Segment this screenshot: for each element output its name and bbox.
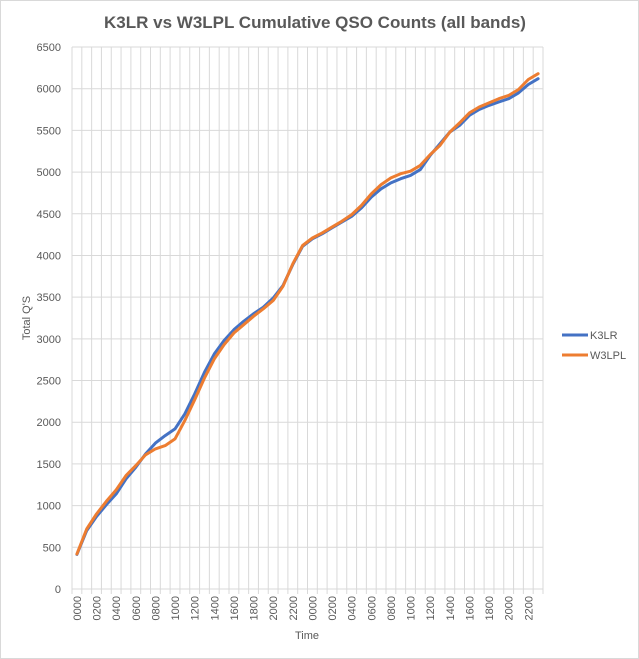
series-lines — [75, 72, 540, 556]
y-tick-label: 5000 — [37, 167, 61, 179]
x-tick-label: 1000 — [170, 596, 182, 620]
y-axis-title: Total Q'S — [21, 296, 33, 340]
x-tick-label: 0000 — [72, 596, 84, 620]
y-tick-label: 2500 — [37, 376, 61, 388]
y-tick-label: 6000 — [37, 84, 61, 96]
y-tick-label: 1500 — [37, 459, 61, 471]
y-tick-label: 3000 — [37, 334, 61, 346]
x-axis-title: Time — [295, 630, 319, 642]
x-tick-label: 1000 — [406, 596, 418, 620]
y-tick-label: 1000 — [37, 501, 61, 513]
x-tick-label: 1200 — [190, 596, 202, 620]
y-tick-label: 0 — [55, 584, 61, 596]
y-tick-label: 4000 — [37, 250, 61, 262]
x-tick-label: 0400 — [111, 596, 123, 620]
x-tick-label: 1800 — [484, 596, 496, 620]
y-tick-labels: 0 500 1000 1500 2000 2500 3000 3500 4000 4500 5000… — [37, 42, 61, 596]
x-tick-label: 1800 — [249, 596, 261, 620]
x-tick-label: 1600 — [229, 596, 241, 620]
x-tick-label: 2000 — [268, 596, 280, 620]
x-tick-label: 2000 — [504, 596, 516, 620]
x-tick-label: 0400 — [347, 596, 359, 620]
x-tick-label: 1200 — [425, 596, 437, 620]
x-tick-label: 1600 — [464, 596, 476, 620]
x-tick-label: 0200 — [327, 596, 339, 620]
grid — [71, 46, 544, 594]
x-tick-label: 0000 — [307, 596, 319, 620]
x-tick-label: 0600 — [366, 596, 378, 620]
chart-title: K3LR vs W3LPL Cumulative QSO Counts (all… — [104, 13, 526, 32]
legend: K3LR W3LPL — [562, 330, 626, 362]
x-tick-label: 1400 — [209, 596, 221, 620]
y-tick-label: 5500 — [37, 125, 61, 137]
series-line-w3lpl — [75, 72, 540, 556]
x-tick-label: 0800 — [150, 596, 162, 620]
x-tick-label: 0600 — [131, 596, 143, 620]
x-tick-label: 2200 — [288, 596, 300, 620]
x-tick-label: 0200 — [92, 596, 104, 620]
x-tick-label: 1400 — [445, 596, 457, 620]
legend-label-k3lr: K3LR — [590, 330, 618, 342]
y-tick-label: 6500 — [37, 42, 61, 54]
x-tick-label: 0800 — [386, 596, 398, 620]
y-tick-label: 2000 — [37, 417, 61, 429]
legend-label-w3lpl: W3LPL — [590, 350, 626, 362]
y-tick-label: 3500 — [37, 292, 61, 304]
x-tick-labels: 0000 0200 0400 0600 0800 1000 1200 1400 1600 1800… — [72, 596, 535, 620]
x-tick-label: 2200 — [523, 596, 535, 620]
y-tick-label: 4500 — [37, 209, 61, 221]
y-tick-label: 500 — [43, 542, 61, 554]
